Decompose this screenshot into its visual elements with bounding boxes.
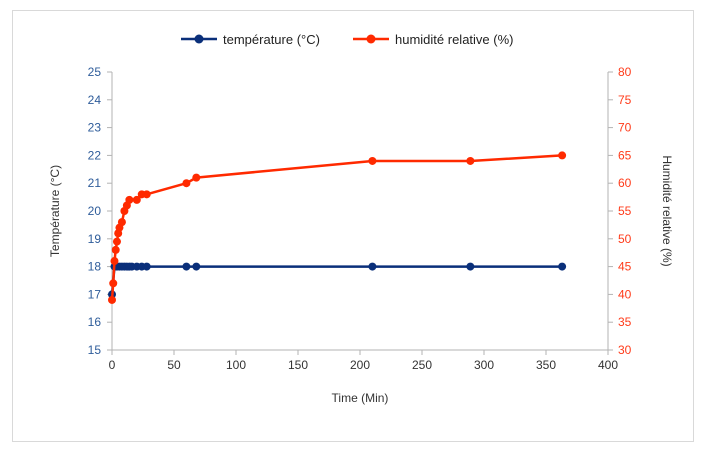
y-left-tick-label: 20 <box>88 204 102 218</box>
y-left-axis-title: Température (°C) <box>48 165 62 257</box>
y-right-tick-label: 50 <box>618 232 632 246</box>
axes: 0 50 100 150 200 250 300 350 400 15 16 17 18 19 20 21 22… <box>48 65 674 405</box>
series-line-temperature <box>110 265 563 295</box>
x-axis-title: Time (Min) <box>332 391 389 405</box>
data-point-humidity <box>108 295 116 304</box>
series-line-humidity <box>110 154 563 301</box>
data-point-temperature <box>192 262 201 271</box>
x-tick-label: 300 <box>474 358 494 372</box>
y-left-tick-label: 17 <box>88 287 102 301</box>
y-right-tick-label: 70 <box>618 121 632 135</box>
y-right-tick-label: 40 <box>618 287 632 301</box>
data-point-temperature <box>182 262 191 271</box>
y-left-tick-label: 24 <box>88 93 102 107</box>
x-tick-label: 250 <box>412 358 432 372</box>
y-left-tick-label: 16 <box>88 315 102 329</box>
data-point-humidity <box>132 195 141 204</box>
chart-svg: température (°C) humidité relative (%) 0 5… <box>48 32 674 405</box>
data-point-temperature <box>558 262 567 271</box>
data-point-humidity <box>112 237 121 246</box>
y-right-tick-label: 35 <box>618 315 632 329</box>
y-left-tick-label: 21 <box>88 176 102 190</box>
y-left-tick-label: 18 <box>88 260 102 274</box>
x-tick-label: 150 <box>288 358 308 372</box>
data-point-humidity <box>117 218 126 227</box>
legend-label-temperature: température (°C) <box>223 32 320 47</box>
y-right-tick-label: 55 <box>618 204 632 218</box>
y-right-tick-label: 75 <box>618 93 632 107</box>
legend-swatch-marker-humidity <box>366 34 376 44</box>
data-point-humidity <box>109 279 118 288</box>
x-tick-label: 0 <box>109 358 116 372</box>
y-right-tick-label: 60 <box>618 176 632 190</box>
data-point-humidity <box>558 151 567 160</box>
data-point-humidity <box>192 173 201 182</box>
data-point-temperature <box>466 262 475 271</box>
legend: température (°C) humidité relative (%) <box>181 32 514 47</box>
y-left-tick-label: 19 <box>88 232 102 246</box>
x-tick-label: 400 <box>598 358 618 372</box>
data-point-temperature <box>368 262 377 271</box>
data-point-humidity <box>182 179 191 188</box>
data-point-humidity <box>110 257 119 266</box>
y-right-tick-label: 30 <box>618 343 632 357</box>
y-left-tick-label: 15 <box>88 343 102 357</box>
y-left-tick-label: 25 <box>88 65 102 79</box>
data-point-humidity <box>466 156 475 165</box>
x-tick-label: 350 <box>536 358 556 372</box>
data-point-humidity <box>368 156 377 165</box>
y-right-tick-label: 65 <box>618 148 632 162</box>
y-right-tick-label: 80 <box>618 65 632 79</box>
legend-label-humidity: humidité relative (%) <box>395 32 514 47</box>
y-left-tick-label: 22 <box>88 148 102 162</box>
chart-card: température (°C) humidité relative (%) 0 5… <box>12 10 694 442</box>
y-right-axis-title: Humidité relative (%) <box>660 155 674 266</box>
x-tick-label: 50 <box>167 358 181 372</box>
plot-area <box>108 151 567 304</box>
data-point-humidity <box>125 195 134 204</box>
x-tick-label: 200 <box>350 358 370 372</box>
y-right-tick-label: 45 <box>618 260 632 274</box>
data-point-temperature <box>142 262 151 271</box>
legend-swatch-marker-temperature <box>194 34 204 44</box>
y-left-tick-label: 23 <box>88 121 102 135</box>
data-point-humidity <box>111 245 120 254</box>
data-point-humidity <box>142 190 151 199</box>
x-tick-label: 100 <box>226 358 246 372</box>
